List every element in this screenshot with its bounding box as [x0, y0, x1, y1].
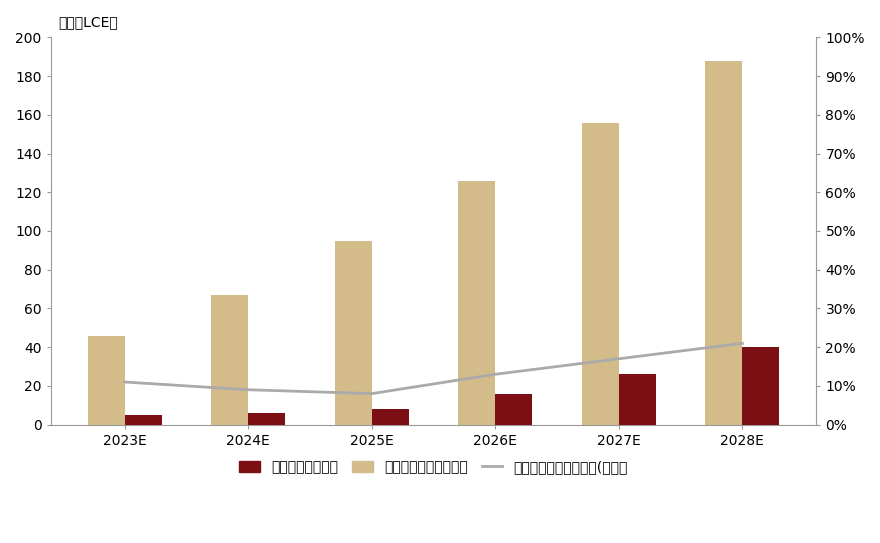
Bar [619, 374, 656, 425]
Legend: 全球锂回收供给量, 全球动力电池锂需求量, 回收锂资源可供给比例(右轴）: 全球锂回收供给量, 全球动力电池锂需求量, 回收锂资源可供给比例(右轴） [233, 454, 634, 479]
Bar [743, 347, 780, 425]
Bar [705, 61, 743, 425]
回收锂资源可供给比例(右轴） [490, 371, 501, 377]
Bar [211, 295, 248, 425]
Bar [371, 409, 409, 425]
回收锂资源可供给比例(右轴） [613, 356, 624, 362]
Bar [88, 336, 125, 425]
回收锂资源可供给比例(右轴） [737, 340, 748, 346]
Text: （万吨LCE）: （万吨LCE） [58, 16, 118, 30]
Bar [248, 413, 285, 425]
回收锂资源可供给比例(右轴） [243, 387, 253, 393]
Bar [125, 415, 162, 425]
Bar [495, 394, 532, 425]
Line: 回收锂资源可供给比例(右轴）: 回收锂资源可供给比例(右轴） [125, 343, 743, 394]
回收锂资源可供给比例(右轴） [366, 390, 377, 397]
回收锂资源可供给比例(右轴） [120, 379, 130, 386]
Bar [458, 181, 495, 425]
Bar [334, 241, 371, 425]
Bar [582, 123, 619, 425]
